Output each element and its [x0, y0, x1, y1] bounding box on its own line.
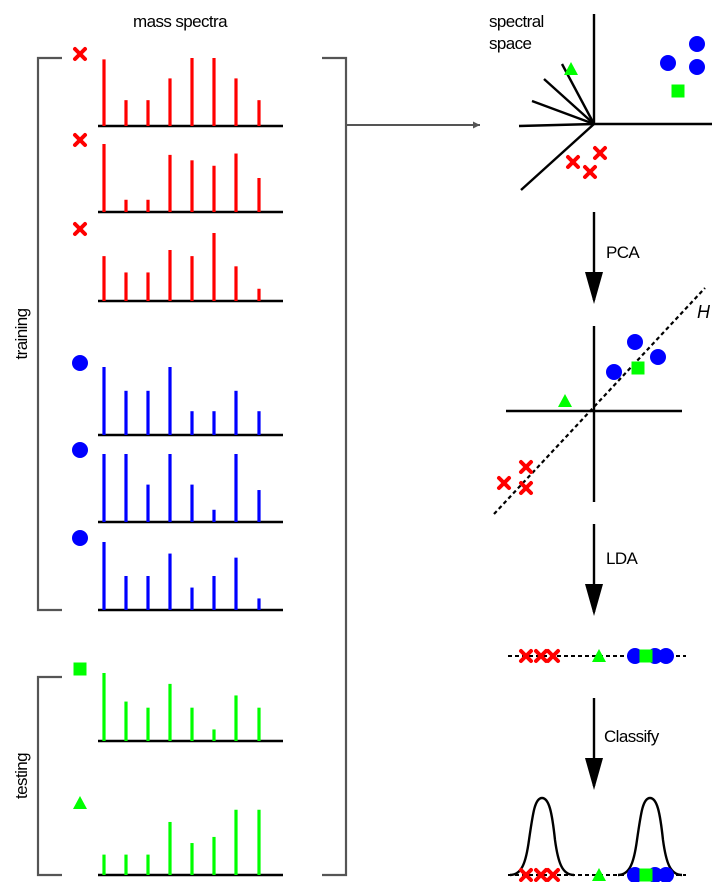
lda-label: LDA [606, 549, 639, 568]
green-square-marker [671, 84, 685, 98]
green-triangle-marker [73, 796, 87, 809]
blue-circle-marker [72, 355, 88, 371]
spectrum-6 [72, 530, 283, 612]
green-triangle-marker [592, 649, 606, 662]
blue-circle-marker [606, 364, 622, 380]
hyperplane-label: H [697, 302, 711, 322]
red-cross-marker [534, 868, 548, 882]
red-cross-marker [534, 649, 548, 663]
testing-label: testing [12, 753, 31, 799]
green-square-marker [73, 662, 87, 676]
blue-circle-marker [72, 530, 88, 546]
green-square-marker [639, 868, 653, 882]
red-cross-marker [566, 155, 580, 169]
pca-axes [506, 326, 682, 502]
red-cross-marker [73, 47, 87, 61]
red-cross-marker [546, 649, 560, 663]
blue-circle-marker [660, 55, 676, 71]
blue-circle-marker [658, 867, 674, 882]
pca-label: PCA [606, 243, 640, 262]
pca-arrowhead [585, 272, 603, 304]
red-cross-marker [519, 481, 533, 495]
blue-circle-marker [689, 36, 705, 52]
blue-circle-marker [627, 334, 643, 350]
spectrum-8 [73, 796, 283, 877]
pca-points [497, 334, 666, 495]
red-cross-marker [519, 868, 533, 882]
mass-spectra-title: mass spectra [133, 12, 228, 31]
spectral-space-label-line2: space [489, 34, 532, 53]
spectrum-5 [72, 442, 283, 524]
spectrum-2 [73, 133, 283, 214]
lda-points [519, 648, 674, 664]
green-square-marker [631, 361, 645, 375]
red-cross-marker [593, 146, 607, 160]
green-triangle-marker [558, 394, 572, 407]
testing-bracket [36, 675, 62, 877]
classify-arrowhead [585, 758, 603, 790]
spectrum-1 [73, 47, 283, 128]
red-cross-marker [519, 460, 533, 474]
class-distribution-left [509, 796, 575, 877]
classify-label: Classify [604, 727, 660, 746]
training-label: training [12, 308, 31, 359]
lda-arrowhead [585, 584, 603, 616]
blue-circle-marker [650, 349, 666, 365]
red-cross-marker [73, 133, 87, 147]
spectral-space-axes [518, 14, 712, 191]
blue-circle-marker [72, 442, 88, 458]
spectral-space-points [564, 36, 705, 179]
training-bracket [36, 56, 62, 612]
all-spectra-bracket [322, 56, 348, 877]
red-cross-marker [73, 222, 87, 236]
classify-points [519, 867, 674, 882]
spectral-space-label-line1: spectral [489, 12, 544, 31]
spectra-group [72, 47, 283, 877]
red-cross-marker [497, 476, 511, 490]
green-triangle-marker [564, 62, 578, 75]
red-cross-marker [546, 868, 560, 882]
spectrum-3 [73, 222, 283, 303]
blue-circle-marker [627, 648, 643, 664]
blue-circle-marker [627, 867, 643, 882]
green-triangle-marker [592, 868, 606, 881]
class-distribution-right [617, 796, 683, 877]
blue-circle-marker [689, 59, 705, 75]
spectrum-4 [72, 355, 283, 437]
blue-circle-marker [658, 648, 674, 664]
red-cross-marker [519, 649, 533, 663]
hyperplane-line [493, 287, 706, 515]
green-square-marker [639, 649, 653, 663]
red-cross-marker [583, 165, 597, 179]
spectrum-7 [73, 662, 283, 743]
